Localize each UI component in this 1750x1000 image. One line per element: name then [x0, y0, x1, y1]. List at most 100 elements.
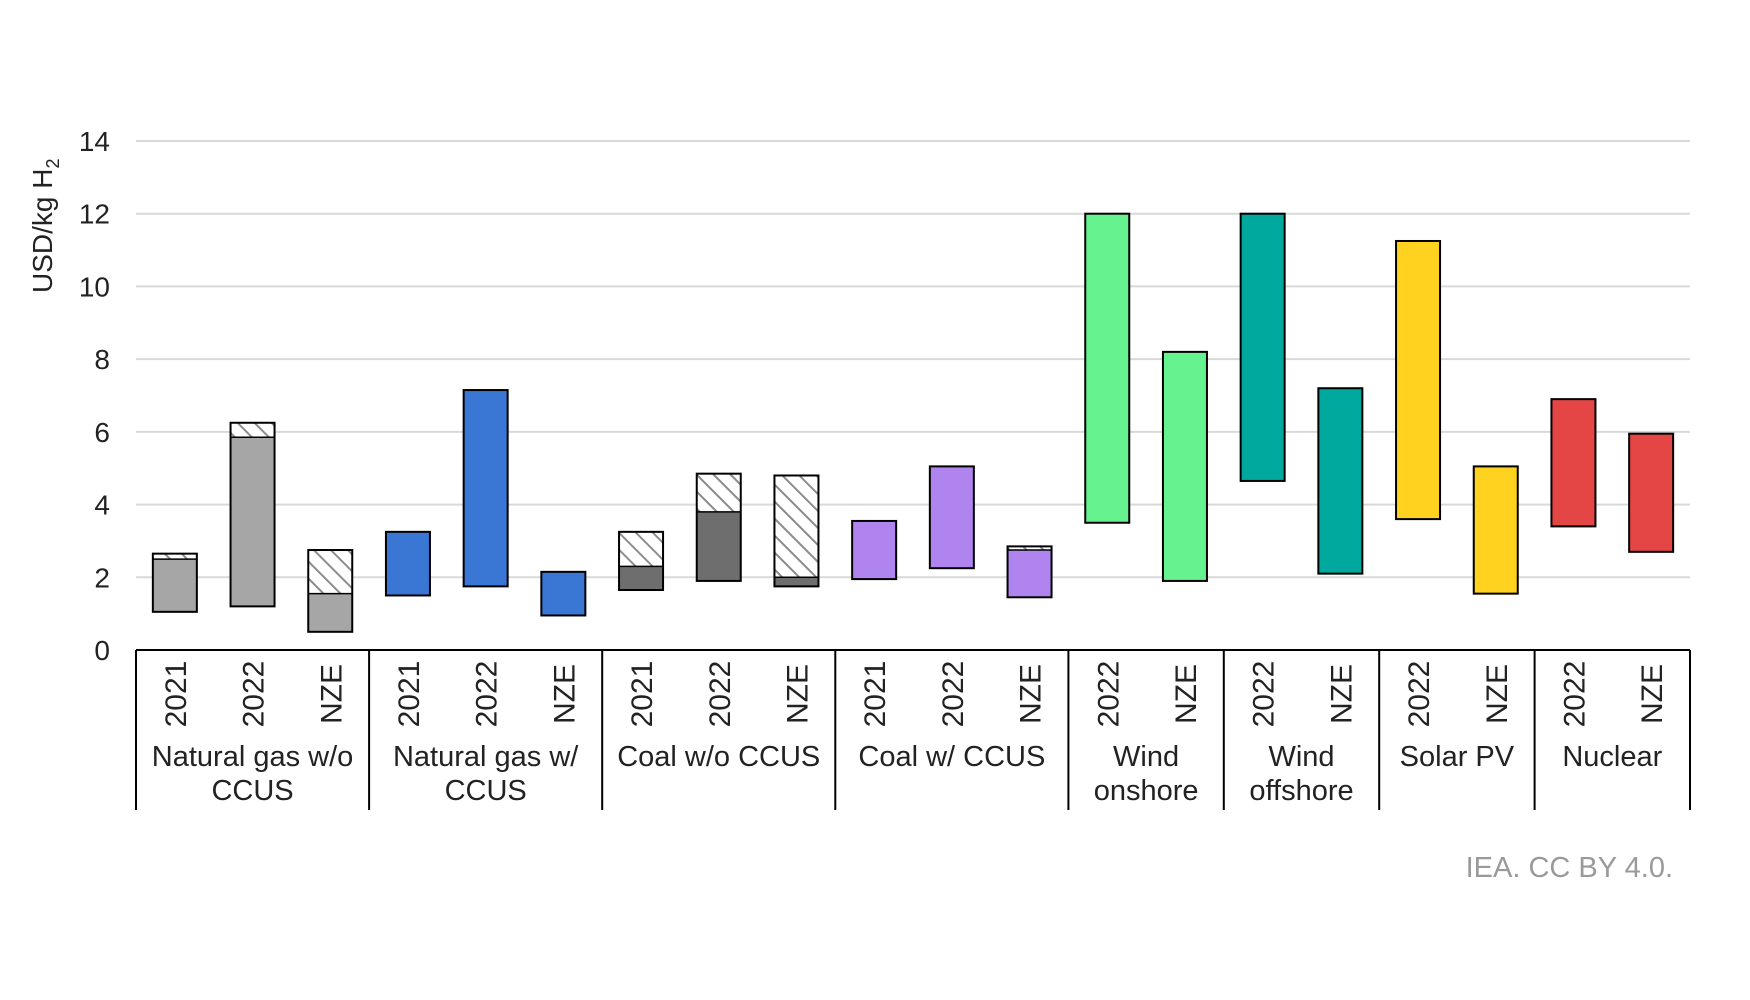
x-tick-label: NZE: [1015, 664, 1048, 724]
y-axis-label-text: USD/kg H: [27, 169, 58, 293]
bar-outline: [229, 421, 276, 608]
bar-outline: [618, 530, 665, 592]
x-tick-label: 2022: [704, 661, 737, 728]
bar-outline: [1472, 465, 1519, 595]
group-label: Natural gas w/o: [152, 741, 354, 773]
bar-hatched: [1007, 546, 1052, 551]
x-tick-label: 2022: [1092, 661, 1125, 728]
bar-coal-w-ccus-nze: [1006, 545, 1053, 599]
bar-solid: [1473, 466, 1518, 594]
group-label: CCUS: [445, 775, 527, 807]
bar-solid: [774, 577, 819, 587]
group-label: Solar PV: [1400, 741, 1515, 773]
group-label: Wind: [1268, 741, 1334, 773]
bar-outline: [1084, 212, 1131, 524]
bar-wind-onshore-2022: [1084, 212, 1131, 524]
bar-solid: [308, 593, 353, 632]
x-tick-label: 2021: [393, 661, 426, 728]
bar-coal-w-o-ccus-2022: [695, 472, 742, 582]
gridlines: [136, 140, 1690, 579]
group-label: Natural gas w/: [393, 741, 579, 773]
bar-solid: [385, 531, 430, 596]
bar-natural-gas-w-o-ccus-nze: [307, 549, 354, 633]
bar-natural-gas-w-ccus-2021: [384, 530, 431, 597]
bar-hatched: [774, 475, 819, 578]
y-tick-label: 8: [94, 344, 110, 375]
bar-hatched: [308, 550, 353, 594]
x-tick-label: 2022: [1403, 661, 1436, 728]
x-tick-label: NZE: [1481, 664, 1514, 724]
bar-solid: [1162, 351, 1207, 581]
bar-solar-pv-nze: [1472, 465, 1519, 595]
bar-hatched: [152, 553, 197, 560]
x-tick-label: NZE: [315, 664, 348, 724]
bar-outline: [1628, 432, 1675, 553]
bar-solid: [619, 566, 664, 591]
x-tick-label: 2021: [626, 661, 659, 728]
group-label: offshore: [1249, 775, 1353, 807]
bar-solar-pv-2022: [1395, 239, 1442, 521]
bar-solid: [696, 511, 741, 581]
bar-outline: [695, 472, 742, 582]
credit-note: IEA. CC BY 4.0.: [1465, 852, 1673, 884]
group-label: onshore: [1094, 775, 1199, 807]
y-tick-label: 6: [94, 417, 110, 448]
bar-wind-onshore-nze: [1161, 350, 1208, 582]
bar-wind-offshore-nze: [1317, 387, 1364, 575]
group-label: Coal w/ CCUS: [858, 741, 1045, 773]
bar-solid: [1551, 399, 1596, 527]
bar-nuclear-2022: [1550, 398, 1597, 528]
x-tick-label: 2022: [471, 661, 504, 728]
bar-solid: [152, 559, 197, 612]
x-tick-label: 2022: [1248, 661, 1281, 728]
bar-nuclear-nze: [1628, 432, 1675, 553]
y-axis: 0 2 4 6 8 10 12 14: [79, 126, 110, 666]
bar-outline: [928, 465, 975, 570]
bar-hatched: [230, 422, 275, 438]
bar-outline: [307, 549, 354, 633]
bar-outline: [773, 474, 820, 588]
group-label: Nuclear: [1562, 741, 1662, 773]
x-tick-label: NZE: [1325, 664, 1358, 724]
x-tick-label: 2022: [937, 661, 970, 728]
y-axis-label: USD/kg H2: [27, 159, 63, 293]
bar-outline: [151, 552, 198, 613]
y-tick-label: 14: [79, 126, 110, 157]
y-axis-label-subscript: 2: [43, 159, 63, 169]
bar-outline: [1550, 398, 1597, 528]
x-tick-label: NZE: [1170, 664, 1203, 724]
bar-coal-w-o-ccus-nze: [773, 474, 820, 588]
bar-outline: [851, 519, 898, 581]
bar-solid: [1629, 433, 1674, 552]
y-tick-label: 10: [79, 271, 110, 302]
bar-coal-w-ccus-2021: [851, 519, 898, 581]
bar-solid: [929, 466, 974, 569]
y-tick-label: 4: [94, 490, 110, 521]
y-tick-label: 0: [94, 635, 110, 666]
bar-coal-w-o-ccus-2021: [618, 530, 665, 592]
bar-outline: [384, 530, 431, 597]
bar-solid: [852, 520, 897, 580]
group-label: CCUS: [211, 775, 293, 807]
bar-outline: [540, 570, 587, 617]
bar-hatched: [696, 473, 741, 512]
bar-outline: [1395, 239, 1442, 521]
bar-solid: [463, 390, 508, 587]
bar-wind-offshore-2022: [1239, 212, 1286, 482]
bar-coal-w-ccus-2022: [928, 465, 975, 570]
group-label: Coal w/o CCUS: [617, 741, 820, 773]
bar-outline: [462, 389, 509, 588]
bar-natural-gas-w-o-ccus-2021: [151, 552, 198, 613]
x-tick-label: 2021: [160, 661, 193, 728]
bars: [151, 212, 1675, 633]
x-tick-label: 2022: [1558, 661, 1591, 728]
bar-outline: [1006, 545, 1053, 599]
x-tick-label: 2021: [859, 661, 892, 728]
y-tick-label: 12: [79, 199, 110, 230]
bar-outline: [1317, 387, 1364, 575]
bar-solid: [230, 437, 275, 607]
bar-outline: [1161, 350, 1208, 582]
x-tick-label: NZE: [1636, 664, 1669, 724]
bar-solid: [541, 571, 586, 616]
